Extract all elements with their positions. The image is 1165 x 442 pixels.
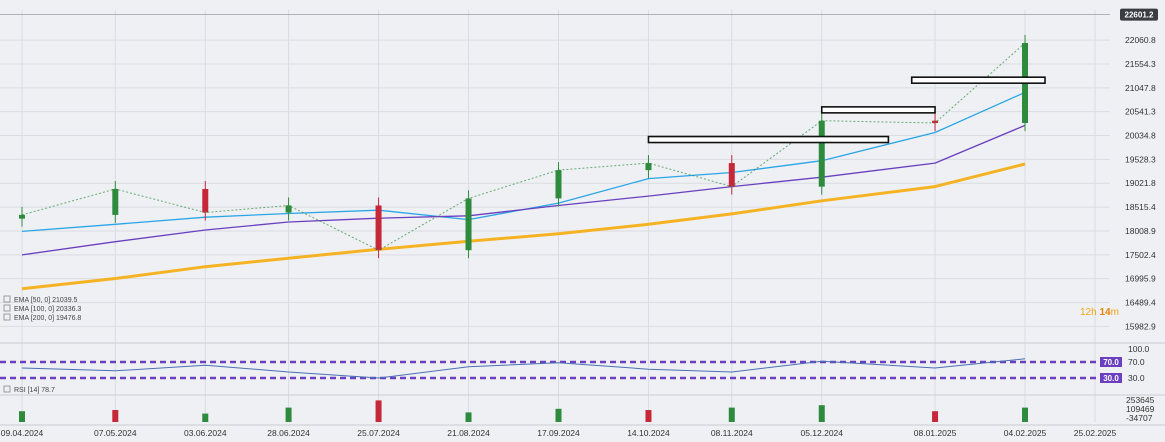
y-tick-label: 20034.8: [1125, 131, 1156, 141]
ema-legend: EMA [50, 0] 21039.5 EMA [100, 0] 20336.3 E…: [3, 295, 81, 322]
volume-bar[interactable]: [375, 400, 382, 422]
y-tick-label: 18515.4: [1125, 202, 1156, 212]
countdown-hours-unit: h: [1091, 307, 1097, 318]
x-tick-label: 17.09.2024: [537, 428, 580, 438]
volume-bar[interactable]: [645, 410, 652, 422]
rsi-axis-label: 70.0: [1128, 357, 1145, 367]
candle-body[interactable]: [932, 120, 939, 124]
volume-bar[interactable]: [285, 407, 292, 422]
candle-body[interactable]: [112, 188, 119, 215]
x-tick-label: 21.08.2024: [447, 428, 490, 438]
y-tick-label: 19021.8: [1125, 178, 1156, 188]
candle-body[interactable]: [202, 188, 209, 213]
volume-bar[interactable]: [555, 408, 562, 422]
volume-bar[interactable]: [465, 412, 472, 422]
candle-countdown: 12h 14m: [1080, 307, 1119, 318]
x-tick-label: 14.10.2024: [627, 428, 670, 438]
resistance-box[interactable]: [647, 135, 890, 144]
x-tick-label: 28.06.2024: [267, 428, 310, 438]
volume-axis-label: 253645: [1126, 395, 1155, 405]
rsi-settings-icon[interactable]: [3, 385, 11, 393]
ema-line-200[interactable]: [21, 162, 1026, 291]
y-tick-label: 16489.4: [1125, 298, 1156, 308]
legend-ema-label: EMA [50, 0] 21039.5: [14, 297, 78, 304]
x-tick-label: 05.12.2024: [800, 428, 843, 438]
countdown-hours: 12: [1080, 307, 1092, 318]
candle-body[interactable]: [285, 205, 292, 213]
legend-settings-icon[interactable]: [3, 313, 11, 321]
y-tick-label: 21047.8: [1125, 83, 1156, 93]
candle-body[interactable]: [19, 214, 25, 219]
y-tick-label: 15982.9: [1125, 321, 1156, 331]
legend-settings-icon[interactable]: [3, 304, 11, 312]
price-close-line[interactable]: [21, 42, 1026, 251]
volume-bar[interactable]: [112, 410, 119, 422]
rsi-level-label: 70.0: [1103, 358, 1119, 367]
resistance-box[interactable]: [910, 76, 1046, 84]
x-tick-label: 08.11.2024: [711, 428, 753, 438]
volume-axis-label: -34707: [1126, 413, 1153, 423]
rsi-level-badge: [1100, 357, 1122, 367]
countdown-minutes-unit: m: [1110, 307, 1119, 318]
axes: 09.04.2024 07.05.2024 03.06.2024 28.06.2024…: [1, 8, 1158, 438]
candle-body[interactable]: [728, 163, 735, 187]
price-panel[interactable]: [0, 14, 1110, 291]
x-tick-label: 03.06.2024: [184, 428, 227, 438]
volume-axis-label: 109469: [1126, 404, 1155, 414]
rsi-panel[interactable]: 70.0 30.0 RSI [14] 78.7: [0, 357, 1122, 394]
volume-bar[interactable]: [818, 405, 825, 422]
candle-body[interactable]: [818, 120, 825, 187]
last-price-badge: [1120, 8, 1158, 21]
volume-bar[interactable]: [1022, 407, 1029, 422]
volume-bar[interactable]: [202, 413, 209, 422]
x-tick-label: 09.04.2024: [1, 428, 44, 438]
candle-body[interactable]: [465, 198, 472, 251]
resistance-box[interactable]: [820, 106, 936, 114]
rsi-level-badge: [1100, 373, 1122, 383]
volume-bar[interactable]: [19, 411, 25, 422]
y-tick-label: 22060.8: [1125, 35, 1156, 45]
x-tick-label: 07.05.2024: [94, 428, 137, 438]
y-tick-label: 17502.4: [1125, 250, 1156, 260]
y-tick-label: 21554.3: [1125, 59, 1156, 69]
candle-body[interactable]: [645, 163, 652, 171]
y-tick-label: 20541.3: [1125, 107, 1156, 117]
ema-line-500[interactable]: [21, 91, 1026, 233]
rsi-legend-label: RSI [14] 78.7: [14, 387, 55, 394]
x-tick-label: 04.02.2025: [1004, 428, 1047, 438]
countdown-minutes: 14: [1099, 307, 1111, 318]
volume-bar[interactable]: [932, 411, 939, 422]
y-tick-label: 16995.9: [1125, 274, 1156, 284]
volume-bar[interactable]: [728, 407, 735, 422]
y-tick-label: 19528.3: [1125, 154, 1156, 164]
legend-settings-icon[interactable]: [3, 295, 11, 303]
rsi-level-label: 30.0: [1103, 374, 1119, 383]
volume-panel[interactable]: [19, 400, 1029, 422]
rsi-axis-top-label: 100.0: [1128, 344, 1150, 354]
x-tick-label: 08.01.2025: [914, 428, 957, 438]
last-price-label: 22601.2: [1125, 11, 1154, 20]
candle-body[interactable]: [375, 205, 382, 251]
legend-ema-label: EMA [100, 0] 20336.3: [14, 306, 81, 313]
y-tick-label: 18008.9: [1125, 226, 1156, 236]
rsi-line[interactable]: [21, 358, 1026, 379]
rsi-axis-label: 30.0: [1128, 373, 1145, 383]
x-tick-label: 25.07.2024: [357, 428, 400, 438]
candle-body[interactable]: [555, 170, 562, 199]
x-tick-label: 25.02.2025: [1074, 428, 1117, 438]
ema-line-100[interactable]: [21, 124, 1026, 256]
legend-ema-label: EMA [200, 0] 19476.8: [14, 315, 81, 322]
